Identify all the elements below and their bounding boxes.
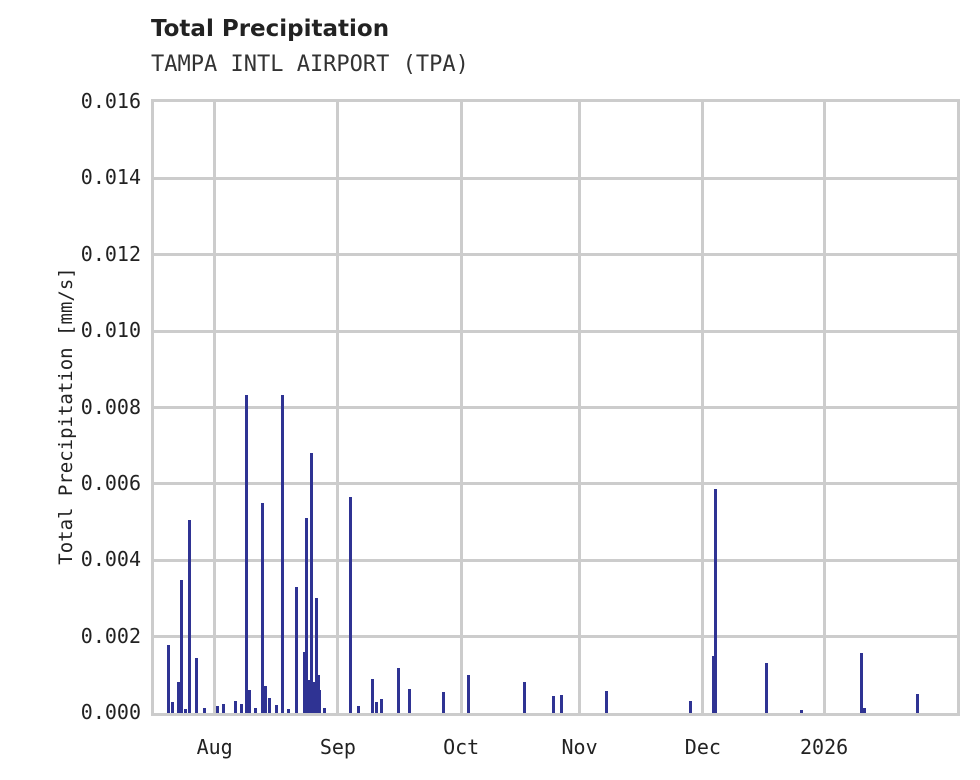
bar bbox=[322, 708, 326, 713]
bar bbox=[313, 697, 317, 713]
y-tick-label: 0.012 bbox=[80, 241, 141, 266]
bar bbox=[316, 674, 320, 713]
bar bbox=[264, 686, 268, 713]
bar bbox=[233, 700, 237, 713]
y-tick-label: 0.010 bbox=[80, 318, 141, 343]
bar bbox=[308, 693, 312, 713]
bar bbox=[859, 652, 863, 713]
bar bbox=[863, 707, 867, 713]
bar bbox=[287, 709, 291, 713]
bar bbox=[408, 689, 412, 713]
y-tick-label: 0.008 bbox=[80, 394, 141, 419]
bar bbox=[248, 690, 252, 713]
bar bbox=[916, 693, 920, 713]
bar bbox=[302, 651, 306, 713]
bar bbox=[560, 695, 564, 713]
gridline-horizontal bbox=[154, 558, 957, 562]
bar bbox=[552, 696, 556, 713]
y-tick-label: 0.002 bbox=[80, 623, 141, 648]
bar bbox=[171, 701, 175, 713]
bar bbox=[202, 707, 206, 713]
gridline-vertical bbox=[336, 102, 340, 713]
bar bbox=[349, 497, 353, 713]
gridline-vertical bbox=[213, 102, 217, 713]
plot-area bbox=[151, 99, 960, 716]
bar bbox=[195, 658, 199, 713]
chart-subtitle: TAMPA INTL AIRPORT (TPA) bbox=[151, 52, 469, 77]
x-tick-label: 2026 bbox=[800, 735, 849, 759]
bar bbox=[222, 703, 226, 713]
bar bbox=[187, 519, 191, 713]
x-tick-label: Nov bbox=[561, 735, 598, 759]
bar bbox=[215, 706, 219, 713]
bar bbox=[253, 708, 257, 713]
bar bbox=[184, 709, 188, 713]
bar bbox=[260, 502, 264, 713]
gridline-vertical bbox=[701, 102, 705, 713]
bar bbox=[267, 697, 271, 713]
gridline-horizontal bbox=[154, 329, 957, 333]
y-tick-label: 0.000 bbox=[80, 700, 141, 724]
bar bbox=[765, 663, 769, 713]
gridline-horizontal bbox=[154, 176, 957, 180]
bar bbox=[799, 709, 803, 713]
bar bbox=[315, 598, 319, 713]
gridline-vertical bbox=[822, 102, 826, 713]
y-tick-label: 0.014 bbox=[80, 165, 141, 190]
gridline-horizontal bbox=[154, 635, 957, 639]
x-tick-label: Aug bbox=[196, 735, 233, 759]
bar bbox=[180, 580, 184, 713]
x-tick-label: Oct bbox=[443, 735, 480, 759]
bar bbox=[379, 698, 383, 713]
bar bbox=[280, 395, 284, 713]
bar bbox=[467, 674, 471, 713]
bar bbox=[240, 703, 244, 713]
y-tick-label: 0.006 bbox=[80, 470, 141, 495]
bar bbox=[305, 518, 309, 713]
bar bbox=[275, 704, 279, 713]
y-tick-label: 0.016 bbox=[80, 89, 141, 113]
bar bbox=[522, 681, 526, 713]
y-tick-label: 0.004 bbox=[80, 547, 141, 572]
bar bbox=[167, 645, 171, 713]
bar bbox=[244, 395, 248, 713]
x-tick-label: Sep bbox=[319, 735, 356, 759]
gridline-horizontal bbox=[154, 253, 957, 257]
bar bbox=[370, 678, 374, 713]
bar bbox=[295, 586, 299, 713]
bar bbox=[714, 489, 718, 713]
bar bbox=[375, 701, 379, 713]
bar bbox=[310, 453, 314, 713]
bar bbox=[397, 667, 401, 713]
bar bbox=[605, 690, 609, 713]
bar bbox=[688, 700, 692, 713]
gridline-horizontal bbox=[154, 406, 957, 409]
bar bbox=[176, 682, 180, 713]
bar bbox=[711, 655, 715, 713]
bar bbox=[442, 691, 446, 713]
bar bbox=[356, 706, 360, 713]
chart-title: Total Precipitation bbox=[151, 16, 390, 42]
gridline-vertical bbox=[578, 102, 582, 713]
x-tick-label: Dec bbox=[684, 735, 721, 759]
gridline-horizontal bbox=[154, 482, 957, 486]
gridline-vertical bbox=[459, 102, 463, 713]
bar bbox=[307, 680, 311, 713]
bar bbox=[318, 690, 322, 713]
bar bbox=[311, 682, 315, 713]
